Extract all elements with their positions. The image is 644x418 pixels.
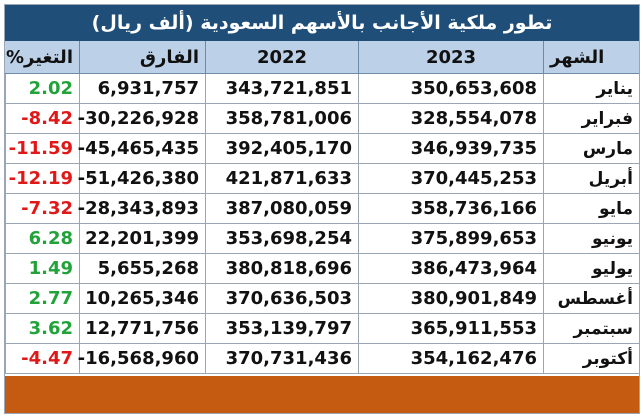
value-2023-cell: 354,162,476: [358, 344, 543, 374]
header-difference: الفارق: [79, 41, 205, 74]
difference-cell: 22,201,399: [79, 224, 205, 254]
table-row: فبراير 328,554,078 358,781,006 -30,226,928-…: [5, 104, 639, 134]
table-body: يناير 350,653,608 343,721,851 6,931,757 2.02…: [5, 74, 639, 374]
table-row: مارس 346,939,735 392,405,170 -45,465,435 -11…: [5, 134, 639, 164]
value-2023-cell: 370,445,253: [358, 164, 543, 194]
change-percent-cell: -8.42: [5, 104, 79, 134]
value-2022-cell: 421,871,633: [205, 164, 358, 194]
value-2023-cell: 350,653,608: [358, 74, 543, 104]
value-2023-cell: 386,473,964: [358, 254, 543, 284]
table-frame: تطور ملكية الأجانب بالأسهم السعودية (ألف…: [4, 4, 640, 414]
month-cell: أكتوبر: [543, 344, 639, 374]
difference-cell: -28,343,893: [78, 194, 205, 224]
difference-cell: 10,265,346: [79, 284, 205, 314]
value-2022-cell: 392,405,170: [205, 134, 358, 164]
change-percent-cell: 3.62: [5, 314, 79, 344]
value-2022-cell: 353,139,797: [205, 314, 358, 344]
value-2022-cell: 358,781,006: [205, 104, 358, 134]
value-2023-cell: 365,911,553: [358, 314, 543, 344]
month-cell: يناير: [543, 74, 639, 104]
month-cell: أبريل: [543, 164, 639, 194]
month-cell: فبراير: [543, 104, 639, 134]
difference-cell: -30,226,928: [78, 104, 205, 134]
table-row: مايو 358,736,166 387,080,059 -28,343,893 -7.…: [5, 194, 639, 224]
difference-cell: -51,426,380: [78, 164, 205, 194]
value-2023-cell: 358,736,166: [358, 194, 543, 224]
value-2022-cell: 387,080,059: [205, 194, 358, 224]
value-2022-cell: 353,698,254: [205, 224, 358, 254]
header-row: الشهر 2023 2022 الفارق التغير%: [5, 41, 639, 74]
change-percent-cell: -7.32: [5, 194, 79, 224]
value-2023-cell: 375,899,653: [358, 224, 543, 254]
table-row: سبتمبر 365,911,553 353,139,797 12,771,756 3.…: [5, 314, 639, 344]
change-percent-cell: 2.77: [5, 284, 79, 314]
table-row: أغسطس 380,901,849 370,636,503 10,265,346 2.7…: [5, 284, 639, 314]
table-row: أبريل 370,445,253 421,871,633 -51,426,380 -1…: [5, 164, 639, 194]
difference-cell: 5,655,268: [79, 254, 205, 284]
change-percent-cell: -11.59: [5, 134, 79, 164]
difference-cell: 6,931,757: [79, 74, 205, 104]
difference-cell: 12,771,756: [79, 314, 205, 344]
footer-bar: [5, 376, 639, 413]
value-2022-cell: 343,721,851: [205, 74, 358, 104]
table-title: تطور ملكية الأجانب بالأسهم السعودية (ألف…: [5, 5, 639, 41]
table-row: يوليو 386,473,964 380,818,696 5,655,268 1.49: [5, 254, 639, 284]
difference-cell: -45,465,435: [78, 134, 205, 164]
value-2022-cell: 370,636,503: [205, 284, 358, 314]
month-cell: يوليو: [543, 254, 639, 284]
month-cell: سبتمبر: [543, 314, 639, 344]
month-cell: مايو: [543, 194, 639, 224]
value-2023-cell: 328,554,078: [358, 104, 543, 134]
change-percent-cell: -12.19: [5, 164, 79, 194]
month-cell: مارس: [543, 134, 639, 164]
value-2023-cell: 380,901,849: [358, 284, 543, 314]
header-2023: 2023: [358, 41, 543, 74]
header-2022: 2022: [205, 41, 358, 74]
value-2022-cell: 370,731,436: [205, 344, 358, 374]
month-cell: أغسطس: [543, 284, 639, 314]
change-percent-cell: 1.49: [5, 254, 79, 284]
change-percent-cell: -4.47: [5, 344, 79, 374]
difference-cell: -16,568,960: [78, 344, 205, 374]
table-row: أكتوبر 354,162,476 370,731,436 -16,568,960-…: [5, 344, 639, 374]
header-change-percent: التغير%: [5, 41, 79, 74]
header-month: الشهر: [543, 41, 639, 74]
table-row: يونيو 375,899,653 353,698,254 22,201,399 6.2…: [5, 224, 639, 254]
month-cell: يونيو: [543, 224, 639, 254]
change-percent-cell: 2.02: [5, 74, 79, 104]
value-2023-cell: 346,939,735: [358, 134, 543, 164]
value-2022-cell: 380,818,696: [205, 254, 358, 284]
table-row: يناير 350,653,608 343,721,851 6,931,757 2.02: [5, 74, 639, 104]
change-percent-cell: 6.28: [5, 224, 79, 254]
